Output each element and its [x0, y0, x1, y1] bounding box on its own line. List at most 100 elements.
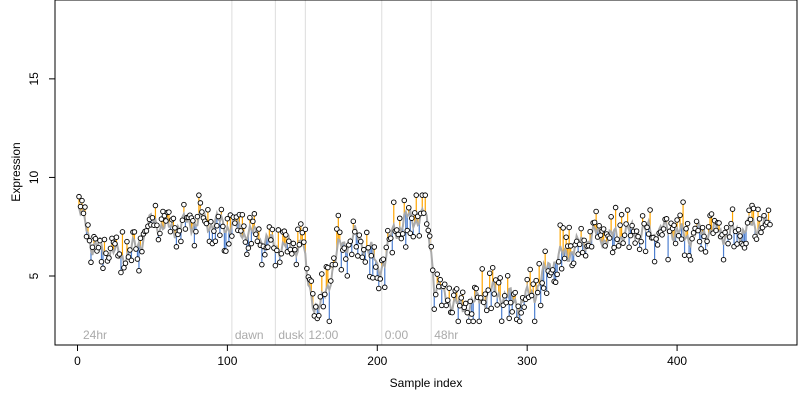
data-point [212, 238, 219, 244]
data-point [401, 197, 408, 204]
data-point [293, 261, 300, 268]
data-point [77, 203, 84, 210]
data-point [95, 244, 102, 251]
data-point [758, 229, 764, 236]
data-point [747, 216, 754, 223]
data-point [302, 226, 309, 233]
data-point [617, 222, 623, 228]
data-point [725, 240, 731, 247]
data-point [112, 241, 118, 247]
data-point [705, 224, 712, 230]
data-point [498, 318, 505, 324]
plot-frame [54, 0, 798, 346]
data-point [581, 237, 587, 244]
data-point [479, 266, 485, 272]
data-point [608, 214, 614, 220]
data-point [675, 232, 682, 239]
data-point [695, 227, 701, 234]
data-point [495, 279, 502, 286]
data-point [570, 260, 577, 266]
data-point [328, 278, 334, 284]
data-point [334, 226, 340, 232]
data-point [226, 241, 232, 247]
data-point [693, 218, 700, 225]
data-point [539, 280, 545, 286]
data-point [394, 227, 400, 233]
data-point [277, 259, 283, 265]
data-point [543, 290, 550, 296]
data-point [352, 228, 358, 235]
data-point [746, 207, 752, 214]
data-point [633, 228, 640, 234]
data-point [253, 231, 259, 237]
data-point [537, 302, 544, 309]
data-point [124, 238, 130, 245]
data-point [552, 279, 559, 286]
data-point [325, 264, 331, 271]
event-label: dusk [278, 328, 304, 342]
data-point [659, 232, 665, 238]
data-point [504, 273, 511, 279]
data-point [232, 220, 238, 226]
data-point [326, 318, 333, 325]
data-point [702, 249, 709, 255]
data-point [621, 232, 628, 238]
data-point [723, 224, 730, 231]
data-point [154, 222, 160, 229]
data-point [122, 260, 129, 266]
data-point [370, 275, 376, 281]
data-point [467, 298, 473, 305]
data-point [741, 245, 748, 251]
data-point [558, 266, 565, 272]
data-point [612, 204, 619, 211]
data-point [549, 267, 556, 273]
data-point [653, 236, 659, 242]
data-point [690, 230, 697, 236]
data-point [245, 245, 252, 251]
data-point [755, 206, 761, 213]
data-point [217, 232, 223, 238]
data-point [416, 233, 423, 239]
data-point [429, 267, 436, 273]
data-point [623, 221, 629, 227]
data-point [536, 260, 542, 267]
data-point [602, 243, 608, 249]
data-point [410, 233, 417, 240]
data-point [356, 232, 363, 238]
data-point [274, 247, 280, 254]
data-point [412, 210, 418, 216]
data-point [197, 200, 204, 206]
data-point [256, 226, 262, 232]
data-point [179, 217, 186, 223]
data-point [223, 248, 229, 254]
data-point [275, 227, 282, 233]
data-point [521, 304, 527, 310]
data-point [101, 236, 108, 243]
data-point [337, 229, 343, 236]
data-point [423, 221, 430, 227]
data-point [620, 240, 626, 246]
data-point [596, 222, 602, 229]
data-point [208, 218, 214, 225]
data-point [729, 206, 736, 212]
data-point [262, 251, 268, 258]
data-point [199, 209, 205, 215]
data-point [624, 207, 631, 213]
data-point [533, 277, 539, 284]
data-point [578, 225, 584, 232]
data-point [167, 228, 174, 235]
data-point [244, 251, 250, 258]
data-point [377, 276, 384, 282]
data-point [516, 318, 523, 325]
data-point [220, 223, 226, 230]
data-point [251, 211, 258, 217]
data-point [486, 270, 493, 277]
data-point [239, 212, 246, 218]
data-point [215, 213, 222, 220]
data-point [250, 218, 256, 225]
data-point [361, 246, 367, 253]
data-point [157, 230, 163, 237]
data-point [313, 304, 319, 310]
data-point [438, 302, 445, 309]
data-point [335, 212, 342, 219]
